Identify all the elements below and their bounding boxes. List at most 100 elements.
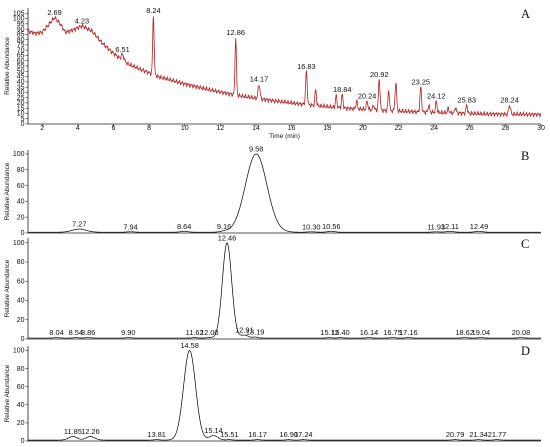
peak-label: 8.24 bbox=[146, 6, 160, 15]
y-tick-label: 100 bbox=[13, 16, 25, 23]
panel-c: 0 20 40 60 80 100 Relative Abundance C 12.46 8.04… bbox=[4, 233, 541, 343]
peak-label: 2.69 bbox=[47, 8, 61, 17]
peak-label: 28.24 bbox=[500, 96, 519, 105]
peak-label: 12.46 bbox=[218, 233, 237, 242]
y-axis-title: Relative Abundance bbox=[4, 259, 11, 317]
y-tick-label: 85 bbox=[17, 32, 25, 39]
peak-label: 20.92 bbox=[370, 70, 389, 79]
y-tick-label: 0 bbox=[21, 336, 25, 343]
peak-label: 11.62 bbox=[186, 328, 204, 337]
y-tick-label: 15 bbox=[17, 105, 25, 112]
y-tick-label: 65 bbox=[17, 53, 25, 60]
peak-label: 11.93 bbox=[427, 222, 445, 231]
peak-label: 12.26 bbox=[81, 427, 100, 436]
peak-label: 20.79 bbox=[446, 430, 465, 439]
trace-line bbox=[28, 350, 541, 441]
peak-label: 8.04 bbox=[49, 328, 63, 337]
peak-label: 15.51 bbox=[220, 430, 239, 439]
peak-label: 13.19 bbox=[246, 328, 265, 337]
peak-label: 7.27 bbox=[72, 220, 86, 229]
panel-letter: A bbox=[521, 7, 530, 21]
peak-label: 16.90 bbox=[280, 430, 299, 439]
peak-label: 16.14 bbox=[360, 328, 379, 337]
y-tick-label: 75 bbox=[17, 42, 25, 49]
peak-label: 15.12 bbox=[320, 328, 339, 337]
peak-label: 7.94 bbox=[123, 222, 137, 231]
x-tick-label: 22 bbox=[395, 125, 403, 132]
y-tick-label: 30 bbox=[17, 90, 25, 97]
peak-label: 16.75 bbox=[383, 328, 402, 337]
y-tick-label: 105 bbox=[13, 10, 25, 17]
peak-label: 18.84 bbox=[333, 85, 352, 94]
panel-letter: C bbox=[521, 237, 529, 251]
peak-label: 17.24 bbox=[294, 430, 313, 439]
x-tick-label: 8 bbox=[147, 125, 151, 132]
y-tick-label: 80 bbox=[17, 259, 25, 266]
y-tick-label: 0 bbox=[21, 438, 25, 445]
peak-label: 14.17 bbox=[250, 74, 269, 83]
y-tick-label: 50 bbox=[17, 68, 25, 75]
y-tick-label: 20 bbox=[17, 100, 25, 107]
peak-label: 16.17 bbox=[248, 430, 267, 439]
y-tick-label: 60 bbox=[17, 58, 25, 65]
y-tick-label: 5 bbox=[21, 116, 25, 123]
peak-label: 19.04 bbox=[472, 328, 491, 337]
trace-line bbox=[28, 153, 541, 233]
peak-label: 8.54 bbox=[69, 328, 83, 337]
y-tick-label: 20 bbox=[17, 317, 25, 324]
peak-label: 23.25 bbox=[412, 78, 431, 87]
x-tick-label: 2 bbox=[40, 125, 44, 132]
y-axis-title: Relative Abundance bbox=[4, 162, 11, 220]
peak-label: 9.58 bbox=[249, 144, 263, 153]
peak-label: 11.85 bbox=[64, 427, 82, 436]
x-tick-label: 14 bbox=[252, 125, 260, 132]
peak-label: 12.11 bbox=[441, 222, 459, 231]
peak-label: 16.83 bbox=[297, 62, 316, 71]
y-axis-title: Relative Abundance bbox=[4, 37, 11, 95]
y-tick-label: 45 bbox=[17, 74, 25, 81]
y-tick-label: 20 bbox=[17, 420, 25, 427]
x-tick-label: 30 bbox=[537, 125, 545, 132]
x-tick-label: 4 bbox=[76, 125, 80, 132]
y-tick-label: 0 bbox=[21, 230, 25, 237]
y-tick-label: 80 bbox=[17, 37, 25, 44]
peak-label: 20.24 bbox=[358, 91, 377, 100]
peak-label: 12.00 bbox=[200, 328, 219, 337]
peak-label: 10.30 bbox=[302, 222, 321, 231]
x-tick-label: 28 bbox=[501, 125, 509, 132]
y-tick-label: 40 bbox=[17, 298, 25, 305]
panel-letter: B bbox=[521, 149, 529, 163]
y-tick-label: 60 bbox=[17, 278, 25, 285]
y-tick-label: 95 bbox=[17, 21, 25, 28]
y-tick-label: 40 bbox=[17, 402, 25, 409]
x-tick-label: 18 bbox=[323, 125, 331, 132]
panel-letter: D bbox=[521, 344, 530, 358]
peak-label: 12.49 bbox=[470, 222, 489, 231]
y-tick-label: 40 bbox=[17, 199, 25, 206]
peak-label: 21.77 bbox=[488, 430, 507, 439]
panel-d: 0 20 40 60 80 100 Relative Abundance D 14.58 11.8… bbox=[4, 341, 541, 445]
x-tick-label: 10 bbox=[181, 125, 189, 132]
peak-label: 13.81 bbox=[147, 430, 166, 439]
y-tick-label: 70 bbox=[17, 47, 25, 54]
x-tick-label: 24 bbox=[430, 125, 438, 132]
x-axis-title: Time (min) bbox=[269, 133, 300, 140]
peak-label: 10.56 bbox=[322, 222, 341, 231]
x-tick-label: 26 bbox=[466, 125, 474, 132]
peak-label: 8.64 bbox=[177, 222, 191, 231]
y-tick-label: 80 bbox=[17, 366, 25, 373]
peak-label: 9.16 bbox=[217, 222, 231, 231]
peak-label: 14.58 bbox=[180, 341, 199, 350]
x-tick-label: 20 bbox=[359, 125, 367, 132]
y-tick-label: 60 bbox=[17, 384, 25, 391]
y-tick-label: 100 bbox=[13, 348, 25, 355]
peak-label: 20.08 bbox=[512, 328, 531, 337]
y-tick-label: 90 bbox=[17, 26, 25, 33]
x-tick-label: 12 bbox=[216, 125, 224, 132]
y-tick-label: 55 bbox=[17, 63, 25, 70]
y-tick-label: 40 bbox=[17, 79, 25, 86]
peak-label: 21.34 bbox=[469, 430, 488, 439]
panel-a: 0510152025303540455055606570758085909510… bbox=[4, 6, 545, 140]
